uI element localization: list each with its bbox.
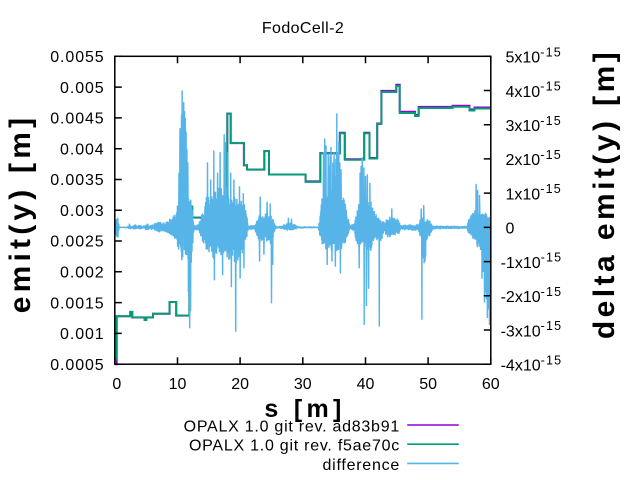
svg-text:s [m]: s [m] — [264, 395, 345, 423]
svg-text:0.003: 0.003 — [60, 203, 105, 220]
svg-text:delta emit(y) [m]: delta emit(y) [m] — [588, 49, 621, 339]
svg-text:0.005: 0.005 — [60, 80, 105, 97]
svg-text:0.002: 0.002 — [60, 265, 105, 282]
svg-text:OPALX 1.0 git rev. ad83b91: OPALX 1.0 git rev. ad83b91 — [184, 419, 400, 436]
svg-text:60: 60 — [482, 376, 500, 393]
svg-text:30: 30 — [294, 376, 312, 393]
svg-text:0.0045: 0.0045 — [50, 111, 104, 128]
svg-text:0.0015: 0.0015 — [50, 295, 104, 312]
svg-text:40: 40 — [357, 376, 375, 393]
svg-text:50: 50 — [419, 376, 437, 393]
svg-text:0.0035: 0.0035 — [50, 172, 104, 189]
svg-text:0.004: 0.004 — [60, 141, 105, 158]
svg-text:0.001: 0.001 — [60, 326, 105, 343]
svg-text:OPALX 1.0 git rev. f5ae70c: OPALX 1.0 git rev. f5ae70c — [189, 438, 400, 455]
svg-text:0: 0 — [112, 376, 121, 393]
svg-text:FodoCell-2: FodoCell-2 — [262, 20, 344, 37]
svg-text:difference: difference — [323, 457, 400, 474]
svg-text:emit(y) [m]: emit(y) [m] — [4, 114, 37, 314]
svg-text:20: 20 — [231, 376, 249, 393]
svg-text:0: 0 — [506, 221, 515, 238]
svg-text:0.0005: 0.0005 — [50, 357, 104, 374]
svg-text:0.0055: 0.0055 — [50, 49, 104, 66]
svg-text:10: 10 — [169, 376, 187, 393]
svg-text:0.0025: 0.0025 — [50, 234, 104, 251]
